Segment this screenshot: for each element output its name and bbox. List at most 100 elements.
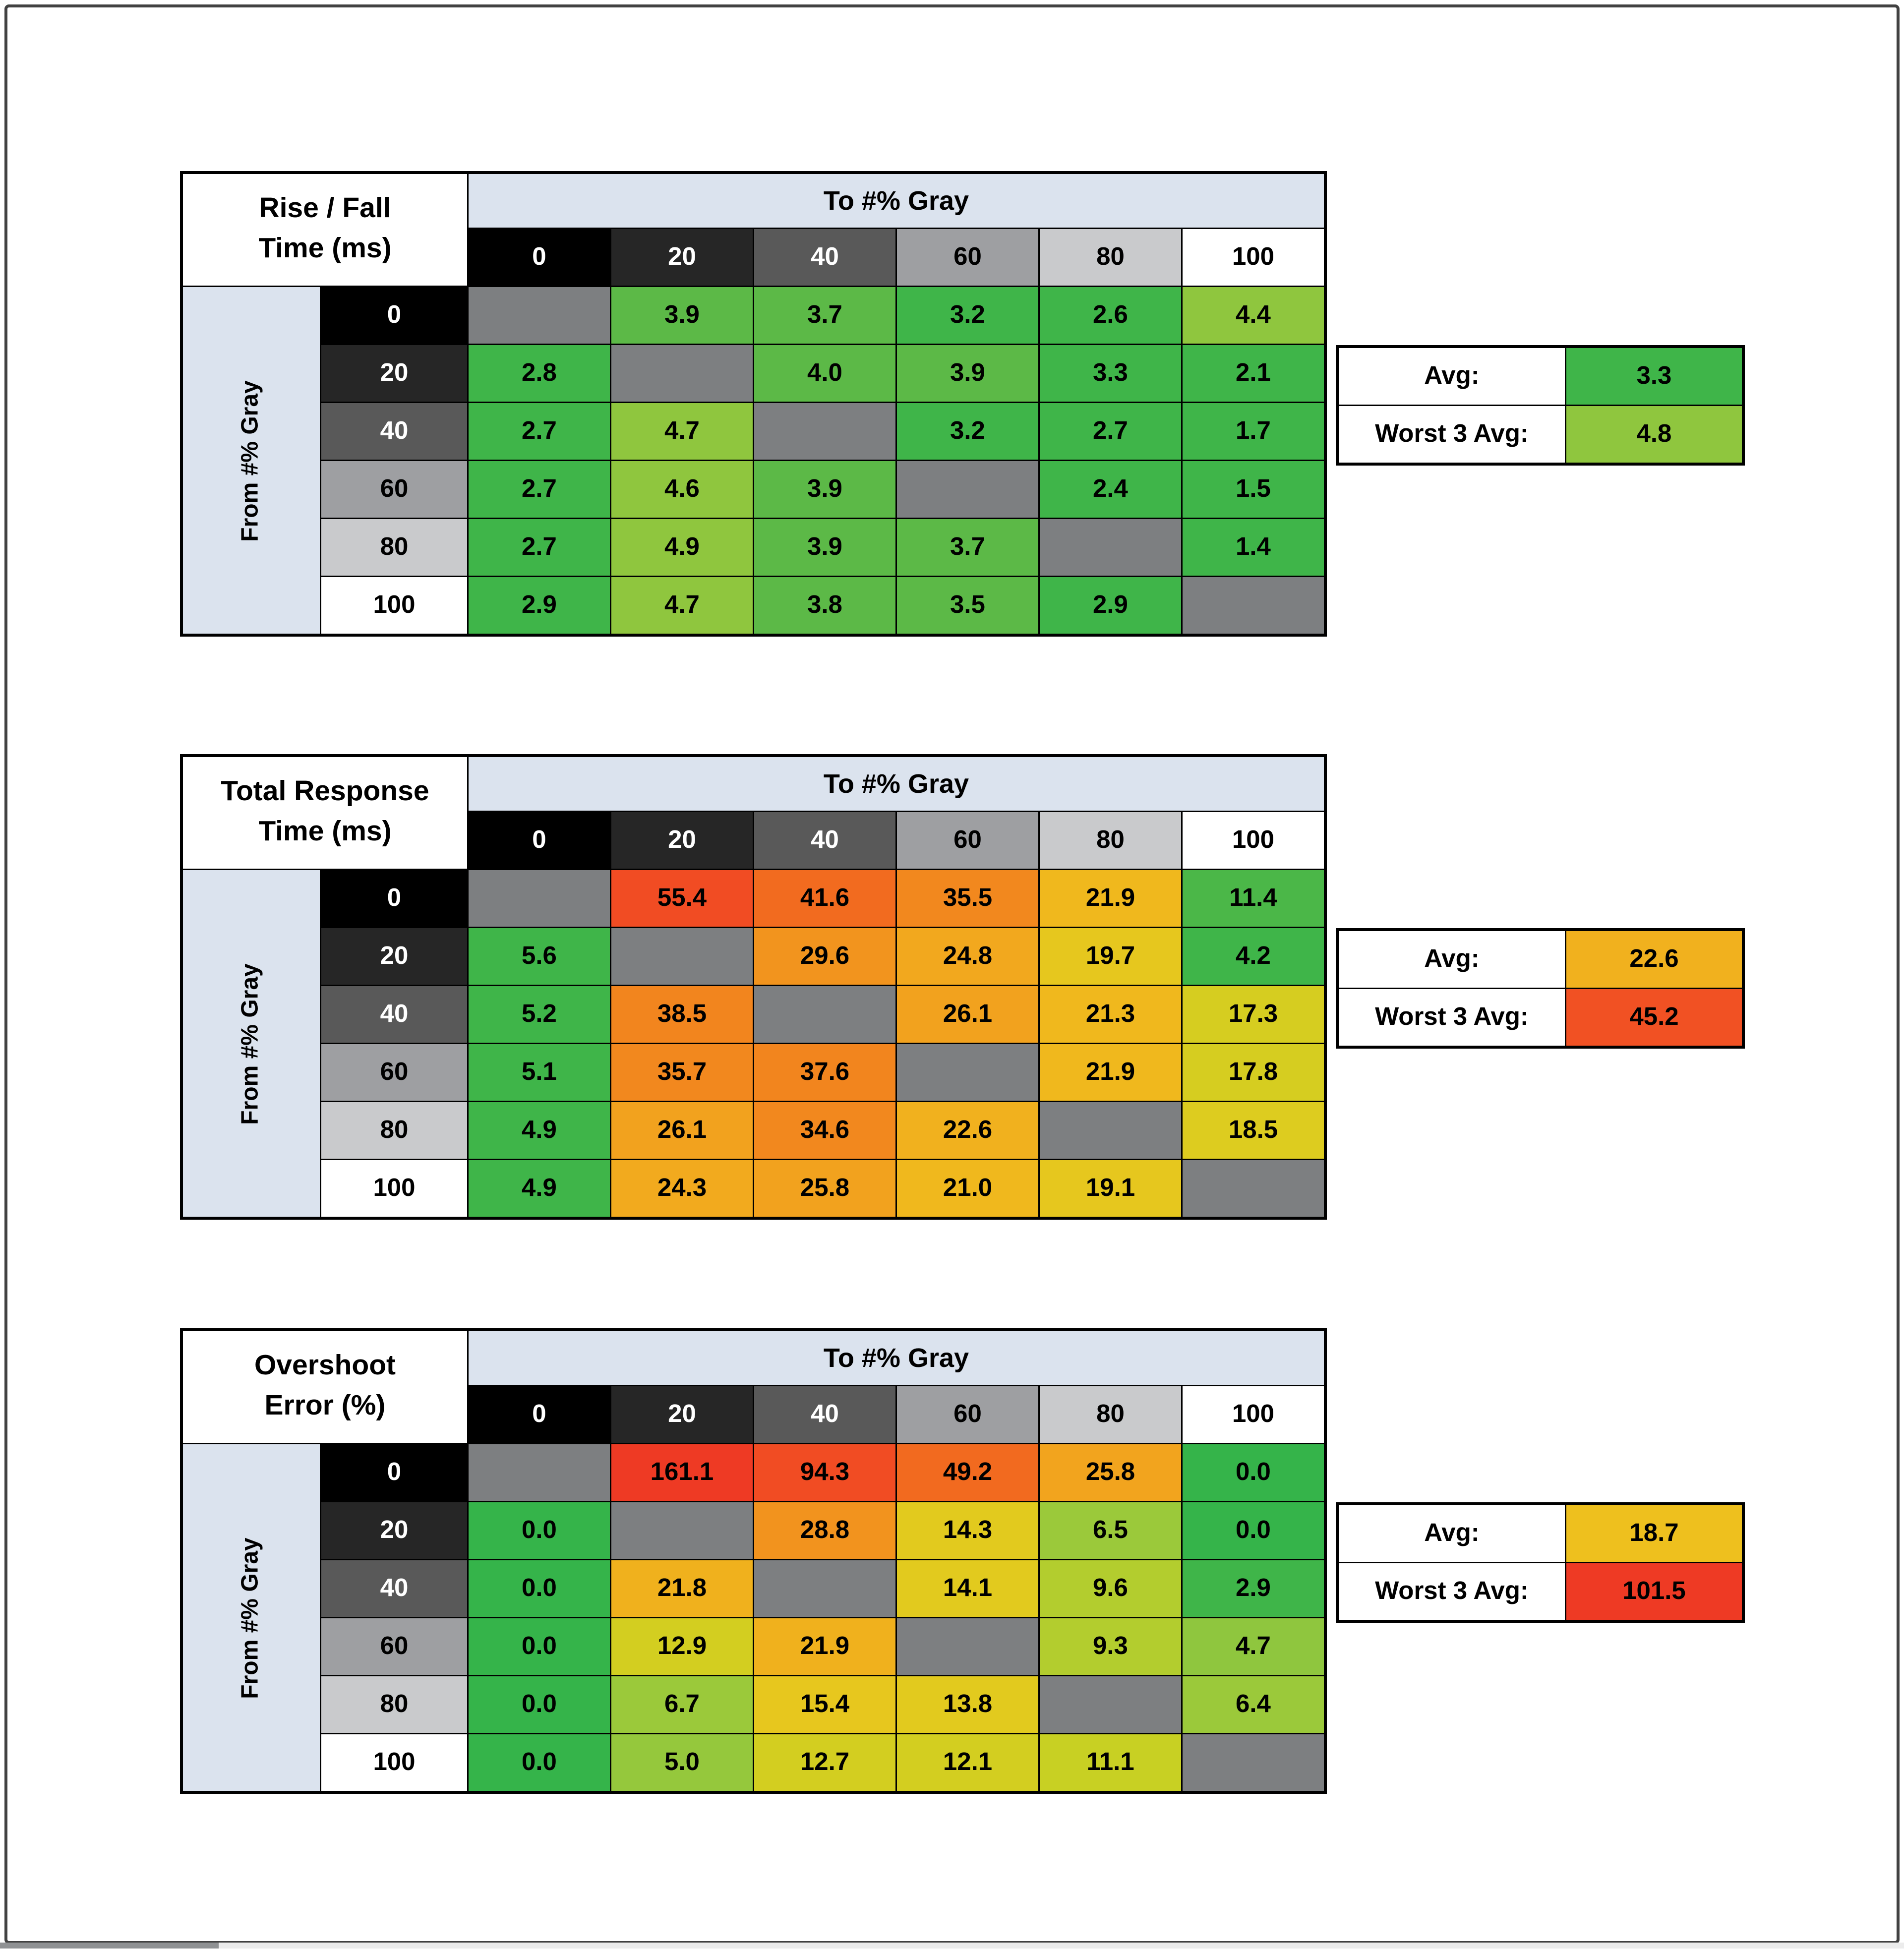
horizontal-scrollbar-thumb[interactable] — [0, 1943, 219, 1949]
col-label-60: 60 — [897, 812, 1038, 869]
value-cell: 6.4 — [1183, 1676, 1324, 1733]
to-gray-header: To #% Gray — [469, 174, 1324, 228]
row-label-80: 80 — [321, 1676, 467, 1733]
col-label-40: 40 — [754, 229, 895, 286]
value-cell: 5.0 — [611, 1734, 753, 1791]
value-cell: 35.5 — [897, 870, 1038, 927]
value-cell: 21.3 — [1040, 986, 1181, 1043]
value-cell: 3.7 — [754, 287, 895, 344]
value-cell: 4.9 — [469, 1160, 610, 1217]
value-cell: 22.6 — [897, 1102, 1038, 1159]
value-cell: 9.3 — [1040, 1618, 1181, 1675]
col-label-80: 80 — [1040, 229, 1181, 286]
row-label-0: 0 — [321, 287, 467, 344]
table-title-line1: Rise / Fall — [259, 193, 391, 225]
value-cell: 49.2 — [897, 1444, 1038, 1501]
diagonal-cell — [611, 1502, 753, 1559]
heatmap-grid: Total Response Time (ms) To #% Gray 0 20 40 60… — [180, 754, 1327, 1220]
value-cell: 29.6 — [754, 928, 895, 985]
col-label-40: 40 — [754, 812, 895, 869]
value-cell: 0.0 — [469, 1502, 610, 1559]
from-gray-header: From #% Gray — [183, 870, 320, 1217]
table-title-line2: Error (%) — [264, 1390, 386, 1421]
row-label-20: 20 — [321, 928, 467, 985]
value-cell: 2.9 — [1183, 1560, 1324, 1617]
value-cell: 11.1 — [1040, 1734, 1181, 1791]
avg-value: 22.6 — [1566, 931, 1742, 988]
value-cell: 0.0 — [1183, 1444, 1324, 1501]
diagonal-cell — [611, 345, 753, 402]
from-gray-label: From #% Gray — [238, 379, 264, 541]
col-label-60: 60 — [897, 229, 1038, 286]
value-cell: 1.5 — [1183, 461, 1324, 518]
from-gray-label: From #% Gray — [238, 1536, 264, 1699]
value-cell: 4.7 — [611, 403, 753, 460]
value-cell: 0.0 — [469, 1676, 610, 1733]
value-cell: 1.7 — [1183, 403, 1324, 460]
row-label-100: 100 — [321, 1734, 467, 1791]
value-cell: 3.9 — [897, 345, 1038, 402]
table-title-line2: Time (ms) — [258, 816, 392, 847]
row-label-100: 100 — [321, 1160, 467, 1217]
value-cell: 2.9 — [1040, 577, 1181, 634]
col-label-100: 100 — [1183, 229, 1324, 286]
value-cell: 13.8 — [897, 1676, 1038, 1733]
value-cell: 2.7 — [469, 461, 610, 518]
heatmap-grid: Rise / Fall Time (ms) To #% Gray 0 20 40 60 80 1… — [180, 171, 1327, 637]
table-title-line1: Overshoot — [254, 1350, 396, 1382]
summary-box: Avg: 3.3 Worst 3 Avg: 4.8 — [1336, 345, 1745, 466]
worst3-label: Worst 3 Avg: — [1339, 1563, 1565, 1620]
table-total-response-time: Total Response Time (ms) To #% Gray 0 20 40 60… — [180, 754, 1745, 1220]
value-cell: 5.6 — [469, 928, 610, 985]
value-cell: 2.9 — [469, 577, 610, 634]
summary-box: Avg: 22.6 Worst 3 Avg: 45.2 — [1336, 928, 1745, 1049]
worst3-value: 101.5 — [1566, 1563, 1742, 1620]
value-cell: 21.9 — [1040, 870, 1181, 927]
value-cell: 38.5 — [611, 986, 753, 1043]
horizontal-scrollbar-track[interactable] — [0, 1943, 1904, 1949]
value-cell: 2.1 — [1183, 345, 1324, 402]
diagonal-cell — [1040, 1102, 1181, 1159]
value-cell: 3.3 — [1040, 345, 1181, 402]
col-label-0: 0 — [469, 229, 610, 286]
value-cell: 2.7 — [1040, 403, 1181, 460]
value-cell: 21.0 — [897, 1160, 1038, 1217]
avg-value: 18.7 — [1566, 1505, 1742, 1562]
value-cell: 12.9 — [611, 1618, 753, 1675]
heatmap-grid: Overshoot Error (%) To #% Gray 0 20 40 60 80 100… — [180, 1328, 1327, 1794]
col-label-0: 0 — [469, 812, 610, 869]
value-cell: 0.0 — [469, 1618, 610, 1675]
col-label-80: 80 — [1040, 1386, 1181, 1443]
value-cell: 4.7 — [611, 577, 753, 634]
value-cell: 3.2 — [897, 287, 1038, 344]
to-gray-header: To #% Gray — [469, 757, 1324, 811]
value-cell: 18.5 — [1183, 1102, 1324, 1159]
diagonal-cell — [1040, 519, 1181, 576]
value-cell: 6.7 — [611, 1676, 753, 1733]
value-cell: 4.6 — [611, 461, 753, 518]
value-cell: 21.9 — [1040, 1044, 1181, 1101]
diagonal-cell — [469, 1444, 610, 1501]
value-cell: 3.8 — [754, 577, 895, 634]
value-cell: 3.9 — [611, 287, 753, 344]
table-title: Rise / Fall Time (ms) — [183, 174, 467, 286]
row-label-20: 20 — [321, 1502, 467, 1559]
row-label-40: 40 — [321, 1560, 467, 1617]
value-cell: 6.5 — [1040, 1502, 1181, 1559]
col-label-0: 0 — [469, 1386, 610, 1443]
value-cell: 0.0 — [469, 1560, 610, 1617]
worst3-label: Worst 3 Avg: — [1339, 989, 1565, 1046]
value-cell: 2.7 — [469, 403, 610, 460]
col-label-20: 20 — [611, 229, 753, 286]
value-cell: 161.1 — [611, 1444, 753, 1501]
avg-label: Avg: — [1339, 931, 1565, 988]
avg-value: 3.3 — [1566, 348, 1742, 405]
value-cell: 28.8 — [754, 1502, 895, 1559]
value-cell: 4.0 — [754, 345, 895, 402]
diagonal-cell — [1183, 1734, 1324, 1791]
value-cell: 14.3 — [897, 1502, 1038, 1559]
value-cell: 3.7 — [897, 519, 1038, 576]
row-label-40: 40 — [321, 986, 467, 1043]
diagonal-cell — [469, 870, 610, 927]
